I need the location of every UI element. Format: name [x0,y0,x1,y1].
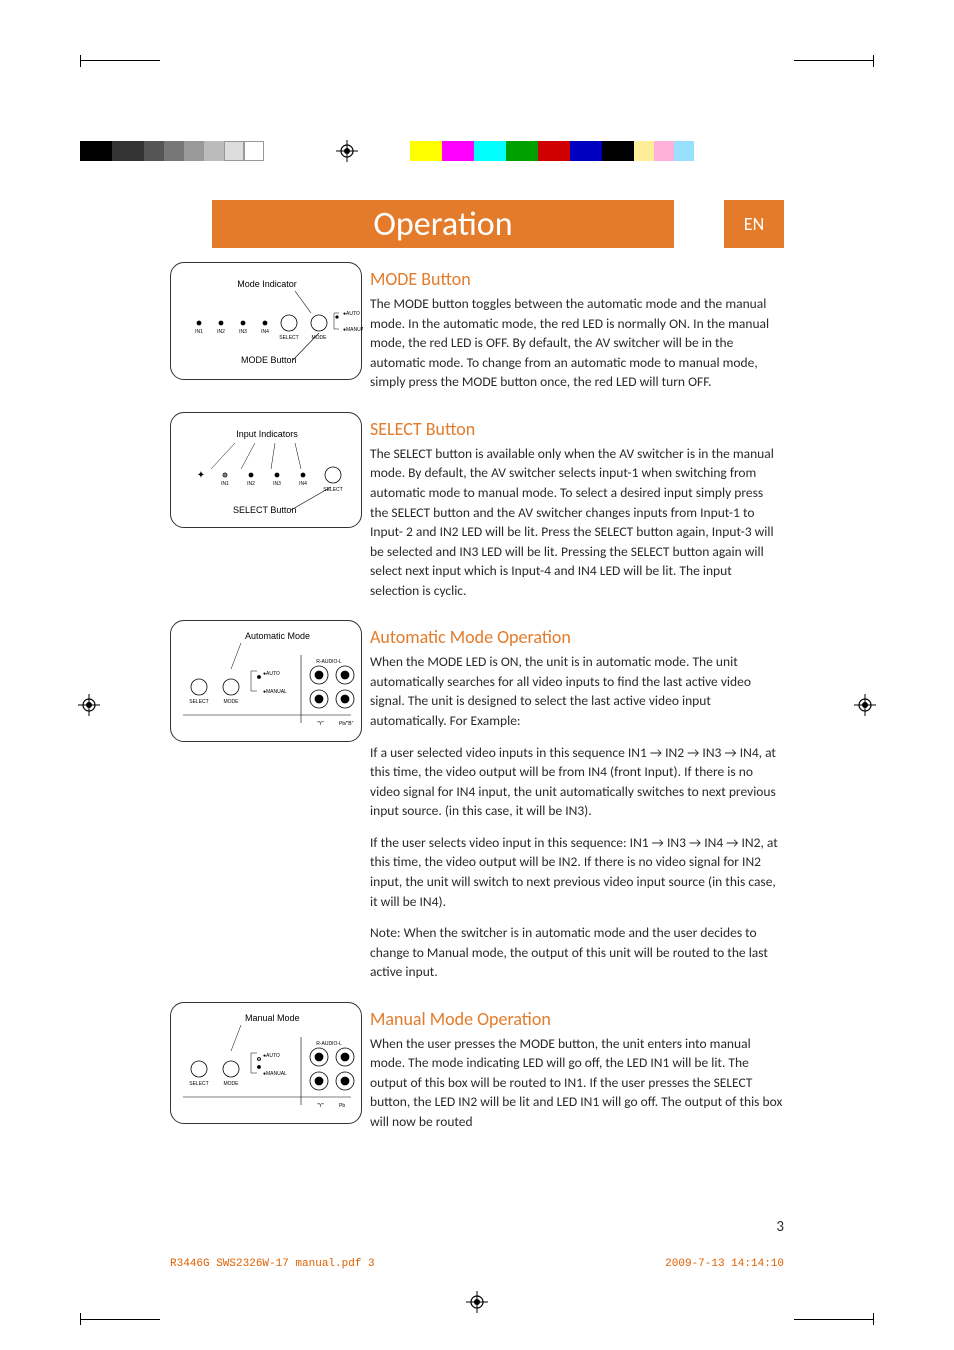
crop-mark [80,60,160,72]
section-heading: MODE Button [370,268,784,290]
device-diagram: Automatic Mode SELECT MODE ●AUTO ●MANUAL R-AU… [170,620,362,742]
svg-text:SELECT: SELECT [189,1081,208,1087]
footer-filename: R3446G SWS2326W-17 manual.pdf 3 [170,1258,375,1270]
svg-text:IN3: IN3 [239,329,247,335]
svg-text:Automatic Mode: Automatic Mode [245,631,310,641]
page-title: Operation [212,200,674,248]
svg-text:●AUTO: ●AUTO [263,671,280,677]
registration-mark-icon [854,694,876,716]
body-text: If a user selected video inputs in this … [370,743,784,821]
svg-text:SELECT: SELECT [189,699,208,705]
svg-text:SELECT: SELECT [279,335,298,341]
body-text: Note: When the switcher is in automatic … [370,923,784,982]
footer-timestamp: 2009-7-13 14:14:10 [665,1258,784,1270]
svg-text:MODE: MODE [224,699,240,705]
svg-text:MODE: MODE [224,1081,240,1087]
svg-text:IN2: IN2 [217,329,225,335]
language-badge: EN [724,200,784,248]
svg-text:IN4: IN4 [261,329,269,335]
svg-text:IN1: IN1 [195,329,203,335]
page-number: 3 [776,1218,784,1236]
svg-text:Pb/"B": Pb/"B" [339,721,354,727]
svg-text:IN3: IN3 [273,481,281,487]
svg-text:●MANUAL: ●MANUAL [343,327,363,333]
svg-text:MODE Button: MODE Button [241,355,297,365]
svg-text:IN2: IN2 [247,481,255,487]
svg-text:●MANUAL: ●MANUAL [263,689,287,695]
svg-text:Pb: Pb [339,1103,345,1109]
body-text: The MODE button toggles between the auto… [370,294,784,392]
crop-mark [794,1308,874,1320]
svg-text:●MANUAL: ●MANUAL [263,1071,287,1077]
body-text: When the MODE LED is ON, the unit is in … [370,652,784,730]
svg-text:"Y": "Y" [317,1103,324,1109]
svg-text:Mode Indicator: Mode Indicator [237,279,297,289]
svg-text:IN4: IN4 [299,481,307,487]
svg-text:Manual Mode: Manual Mode [245,1013,300,1023]
svg-text:R-AUDIO-L: R-AUDIO-L [316,1041,342,1047]
svg-text:SELECT Button: SELECT Button [233,505,296,515]
svg-text:R-AUDIO-L: R-AUDIO-L [316,659,342,665]
svg-text:✦: ✦ [197,470,205,481]
device-diagram: Mode IndicatorIN1IN2IN3IN4SELECTMODE●AUT… [170,262,362,380]
section-heading: SELECT Button [370,418,784,440]
svg-text:Input Indicators: Input Indicators [236,429,298,439]
svg-text:"Y": "Y" [317,721,324,727]
section-heading: Manual Mode Operation [370,1008,784,1030]
section-heading: Automatic Mode Operation [370,626,784,648]
svg-text:IN1: IN1 [221,481,229,487]
device-diagram: Input Indicators✦IN1IN2IN3IN4SELECTSELEC… [170,412,362,528]
registration-mark-icon [336,140,358,162]
svg-text:●AUTO: ●AUTO [263,1053,280,1059]
footer: R3446G SWS2326W-17 manual.pdf 3 2009-7-1… [170,1258,784,1270]
body-text: When the user presses the MODE button, t… [370,1034,784,1132]
registration-mark-icon [78,694,100,716]
cmyk-colorbar [410,141,694,161]
body-text: The SELECT button is available only when… [370,444,784,601]
grayscale-colorbar [80,141,264,161]
body-text: If the user selects video input in this … [370,833,784,911]
registration-mark-icon [466,1291,488,1313]
crop-mark [794,60,874,72]
svg-text:●AUTO: ●AUTO [343,311,360,317]
crop-mark [80,1308,160,1320]
device-diagram: Manual Mode SELECT MODE ●AUTO ●MANUAL R-AUDIO… [170,1002,362,1124]
